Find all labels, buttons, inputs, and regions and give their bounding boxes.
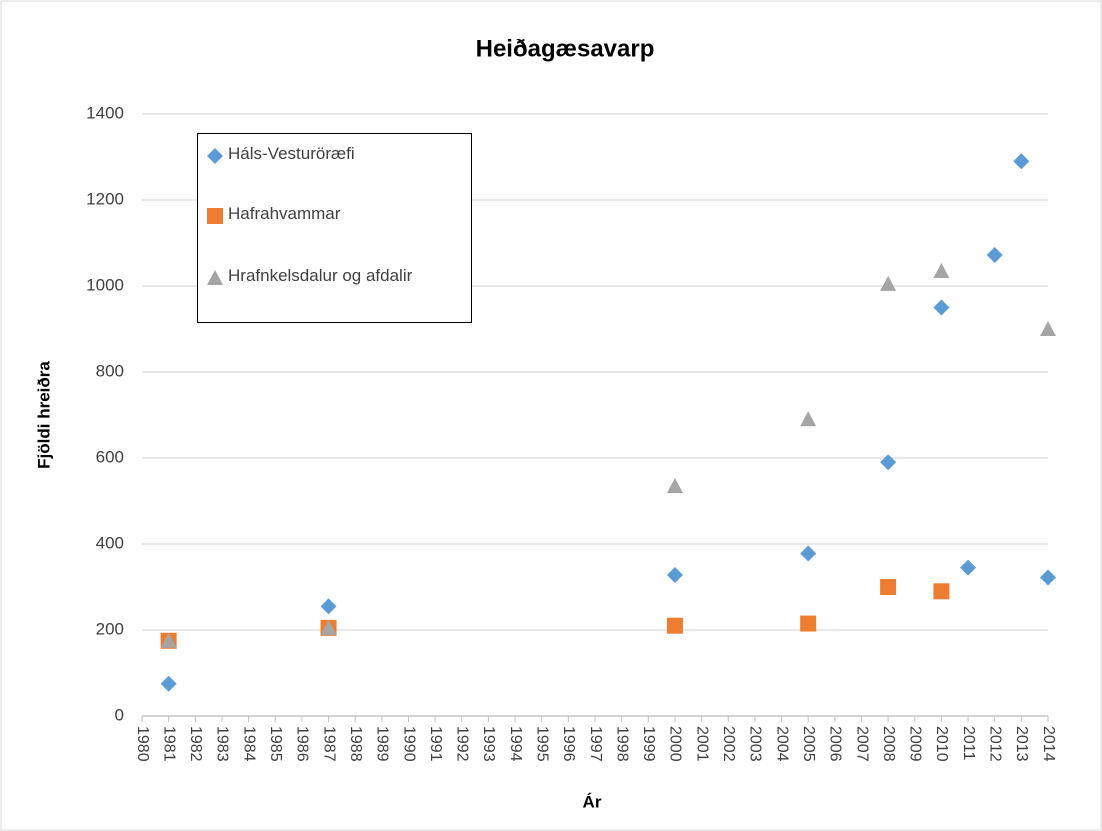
y-tick-label: 1000 (86, 275, 124, 294)
x-tick-label: 2002 (720, 726, 737, 762)
y-tick-label: 400 (96, 533, 124, 552)
x-axis-title: Ár (583, 792, 602, 811)
legend-label: Hrafnkelsdalur og afdalir (228, 266, 413, 285)
x-tick-label: 1986 (294, 726, 311, 762)
x-tick-label: 2007 (853, 726, 870, 762)
marker (320, 619, 337, 635)
x-tick-label: 1983 (214, 726, 231, 762)
legend-marker (207, 270, 223, 285)
x-tick-label: 1993 (480, 726, 497, 762)
x-tick-label: 1981 (160, 726, 177, 762)
marker (880, 579, 897, 595)
marker (1013, 153, 1030, 170)
x-tick-label: 1982 (187, 726, 204, 762)
x-tick-label: 1980 (134, 726, 151, 762)
x-tick-label: 2010 (933, 726, 950, 762)
x-tick-label: 1995 (533, 726, 550, 762)
legend-symbol (207, 270, 223, 285)
marker (160, 632, 177, 648)
legend-label: Háls-Vesturöræfi (228, 144, 355, 163)
x-tick-label: 2009 (907, 726, 924, 762)
x-tick-label: 1990 (400, 726, 417, 762)
x-tick-label: 2013 (1013, 726, 1030, 762)
x-tick-label: 1998 (613, 726, 630, 762)
x-tick-label: 1984 (240, 726, 257, 762)
marker (986, 247, 1003, 264)
legend-item: Hafrahvammar (207, 200, 458, 228)
marker (880, 454, 897, 471)
chart-title: Heiðagæsavarp (476, 35, 655, 62)
y-tick-label: 1400 (86, 103, 124, 122)
x-tick-label: 2001 (693, 726, 710, 762)
marker (800, 615, 817, 632)
marker (1040, 569, 1056, 586)
x-tick-label: 1991 (427, 726, 444, 762)
marker (320, 598, 337, 615)
x-tick-label: 2004 (773, 726, 790, 762)
x-tick-label: 1996 (560, 726, 577, 762)
marker (666, 477, 683, 493)
x-tick-label: 1994 (507, 726, 524, 762)
x-tick-label: 1992 (454, 726, 471, 762)
x-tick-label: 1999 (640, 726, 657, 762)
legend-marker (207, 148, 223, 164)
marker (800, 411, 817, 427)
x-tick-label: 2011 (960, 726, 977, 761)
y-tick-label: 800 (96, 361, 124, 380)
x-tick-label: 1985 (267, 726, 284, 762)
marker (1040, 321, 1056, 336)
legend-item: Háls-Vesturöræfi (207, 140, 458, 168)
x-tick-label: 1988 (347, 726, 364, 762)
x-tick-label: 2006 (827, 726, 844, 762)
marker (880, 275, 897, 291)
x-tick-label: 2003 (747, 726, 764, 762)
y-tick-label: 1200 (86, 189, 124, 208)
legend-symbol (207, 208, 223, 224)
x-tick-label: 2012 (986, 726, 1003, 762)
x-tick-label: 2005 (800, 726, 817, 762)
marker (933, 299, 950, 316)
legend: Háls-Vesturöræfi Hafrahvammar Hrafnkelsdal… (197, 133, 472, 323)
marker (666, 617, 683, 634)
marker (800, 545, 817, 562)
legend-item: Hrafnkelsdalur og afdalir (207, 262, 458, 290)
x-tick-label: 2000 (667, 726, 684, 762)
marker (933, 262, 950, 278)
marker (160, 675, 177, 692)
x-tick-label: 2008 (880, 726, 897, 762)
marker (960, 559, 977, 576)
y-axis-title: Fjöldi hreiðra (34, 361, 53, 469)
y-tick-label: 600 (96, 447, 124, 466)
x-tick-label: 1997 (587, 726, 604, 762)
x-tick-label: 2014 (1040, 726, 1057, 762)
legend-marker (207, 208, 223, 224)
y-tick-label: 200 (96, 619, 124, 638)
y-tick-label: 0 (115, 705, 124, 724)
marker (666, 566, 683, 583)
x-tick-label: 1989 (374, 726, 391, 762)
legend-label: Hafrahvammar (228, 204, 341, 223)
x-tick-label: 1987 (320, 726, 337, 762)
legend-symbol (207, 148, 223, 164)
marker (933, 583, 950, 600)
